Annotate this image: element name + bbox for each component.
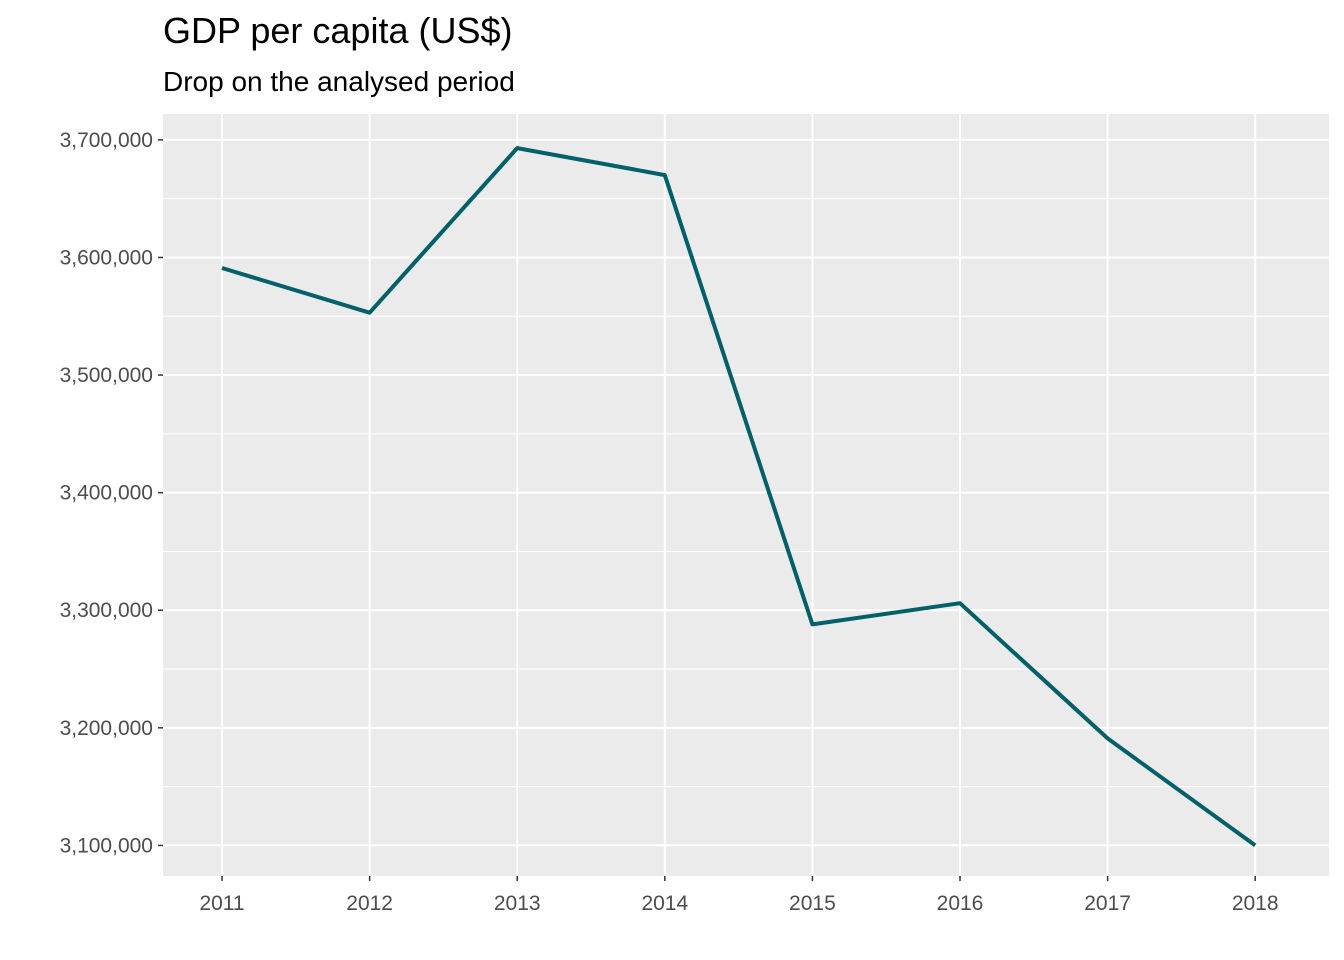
data-point (1106, 736, 1110, 740)
y-tick-label: 3,100,000 (60, 834, 153, 857)
data-point (515, 146, 519, 150)
data-point (810, 622, 814, 626)
y-tick-label: 3,200,000 (60, 717, 153, 740)
x-tick-label: 2018 (1232, 892, 1279, 915)
minor-gridlines (163, 198, 1329, 788)
y-tick-label: 3,700,000 (60, 129, 153, 152)
data-point (958, 601, 962, 605)
y-tick-label: 3,500,000 (60, 364, 153, 387)
y-tick-label: 3,600,000 (60, 246, 153, 269)
x-tick-label: 2014 (641, 892, 688, 915)
x-tick-label: 2011 (199, 892, 244, 915)
data-point (368, 311, 372, 315)
x-tick-label: 2016 (937, 892, 984, 915)
series-line-0 (221, 146, 1257, 848)
x-tick-label: 2017 (1084, 892, 1131, 915)
y-axis: 3,100,000 3,200,000 3,300,000 3,400,000 3,50… (60, 129, 163, 857)
chart-subtitle: Drop on the analysed period (163, 66, 515, 97)
chart-title: GDP per capita (US$) (163, 10, 513, 51)
series-layer (220, 146, 1257, 848)
data-point (663, 173, 667, 177)
data-point (1253, 843, 1257, 847)
x-tick-label: 2013 (494, 892, 541, 915)
x-tick-label: 2012 (346, 892, 393, 915)
major-gridlines (163, 114, 1329, 876)
x-tick-label: 2015 (789, 892, 836, 915)
y-tick-label: 3,400,000 (60, 482, 153, 505)
x-axis: 2011 2012 2013 2014 2015 2016 2017 2018 (199, 876, 1279, 915)
plot-panel (163, 114, 1329, 876)
data-point (220, 266, 224, 270)
y-tick-label: 3,300,000 (60, 599, 153, 622)
